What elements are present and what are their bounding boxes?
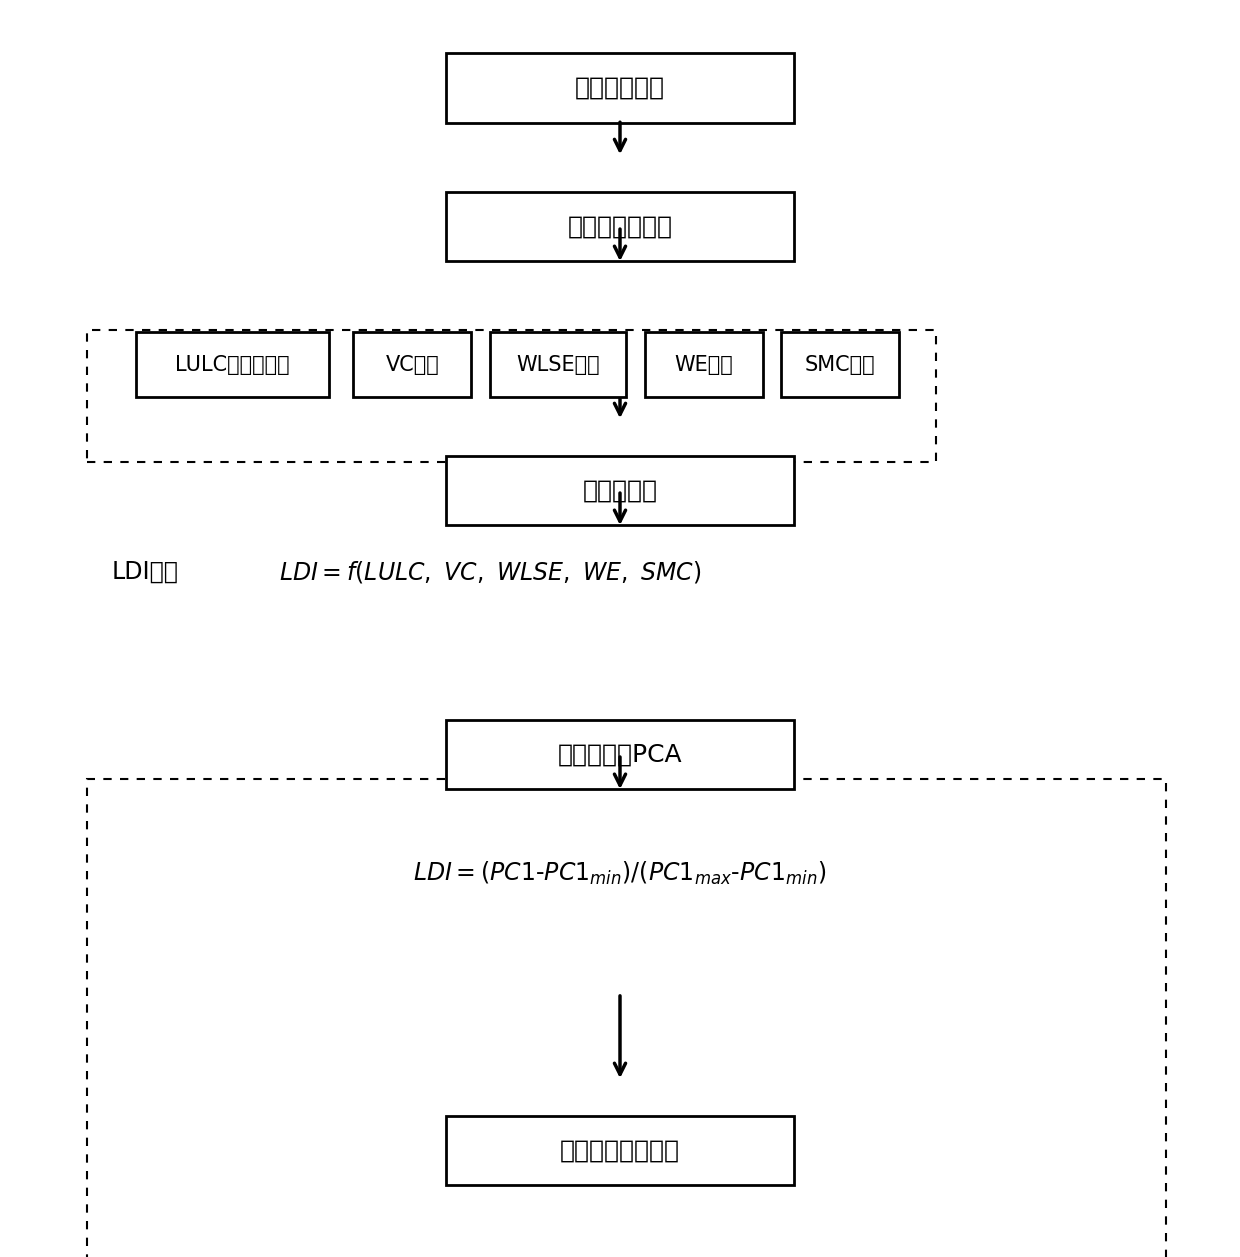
Text: WLSE提取: WLSE提取 (516, 354, 600, 375)
Text: SMC提取: SMC提取 (805, 354, 875, 375)
Bar (87, 779, 1166, 1257)
Bar (446, 1116, 794, 1184)
Text: VC提取: VC提取 (386, 354, 439, 375)
Text: $\mathit{LDI=(PC1\text{-}PC1_{min})/(PC1_{max}\text{-}PC1_{min})}$: $\mathit{LDI=(PC1\text{-}PC1_{min})/(PC1… (413, 860, 827, 887)
Bar (353, 332, 471, 397)
Text: 影像数据获取: 影像数据获取 (575, 75, 665, 101)
Text: WE提取: WE提取 (675, 354, 733, 375)
Text: 影像数据预处理: 影像数据预处理 (568, 214, 672, 239)
Bar (781, 332, 899, 397)
Bar (645, 332, 763, 397)
Bar (490, 332, 626, 397)
Bar (87, 331, 936, 463)
Text: 数据标准化: 数据标准化 (583, 478, 657, 503)
Bar (136, 332, 329, 397)
Text: 土地退化等级划分: 土地退化等级划分 (560, 1138, 680, 1163)
Text: $\mathit{LDI=f(LULC,\ VC,\ WLSE,\ WE,\ SMC)}$: $\mathit{LDI=f(LULC,\ VC,\ WLSE,\ WE,\ S… (279, 559, 702, 585)
Bar (446, 54, 794, 123)
Bar (446, 456, 794, 525)
Text: LULC分类及编码: LULC分类及编码 (175, 354, 290, 375)
Bar (446, 192, 794, 261)
Bar (446, 720, 794, 789)
Text: LDI构建: LDI构建 (112, 559, 179, 585)
Text: 主成份分析PCA: 主成份分析PCA (558, 742, 682, 767)
